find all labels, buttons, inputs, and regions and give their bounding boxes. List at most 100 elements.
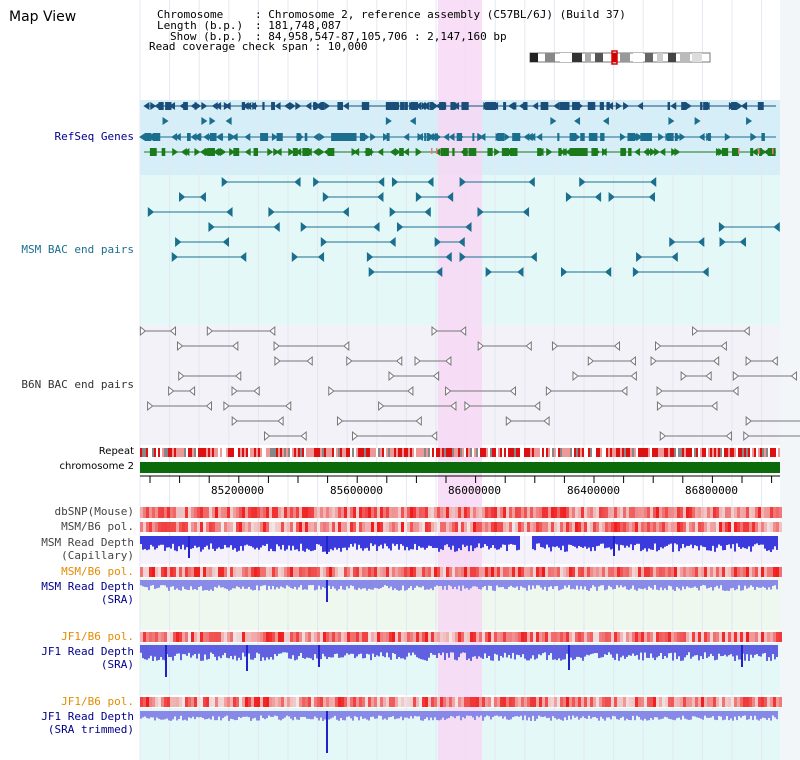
polymorphism-cell (557, 522, 560, 532)
polymorphism-cell (662, 697, 665, 707)
track-label-refseq[interactable]: RefSeq Genes (54, 130, 134, 143)
polymorphism-cell (188, 697, 191, 707)
read-depth-bar (380, 580, 382, 589)
polymorphism-cell (209, 567, 212, 577)
gene-arrow (658, 133, 665, 141)
track-label-msm-depth-capillary[interactable]: MSM Read Depth (41, 536, 134, 549)
read-depth-bar (574, 645, 576, 660)
track-label-repeat[interactable]: Repeat (98, 446, 134, 457)
bac-end-arrow (649, 176, 657, 188)
polymorphism-cell (278, 632, 281, 642)
polymorphism-cell (494, 522, 497, 532)
polymorphism-cell (368, 507, 371, 518)
polymorphism-cell (698, 632, 701, 642)
track-label-dbsnp[interactable]: dbSNP(Mouse) (54, 505, 134, 518)
track-label-chromosome[interactable]: chromosome 2 (59, 461, 134, 472)
read-depth-bar (636, 645, 638, 656)
repeat-segment (428, 448, 430, 457)
read-depth-bar (262, 711, 264, 718)
read-depth-bar (460, 645, 462, 654)
track-label-msm-bac[interactable]: MSM BAC end pairs (21, 243, 134, 256)
repeat-segment (184, 448, 186, 457)
read-depth-bar (642, 711, 644, 721)
read-depth-bar (176, 711, 178, 721)
track-label-jf1-depth-trimmed[interactable]: JF1 Read Depth (41, 710, 134, 723)
read-depth-bar (444, 580, 446, 587)
polymorphism-cell (689, 697, 692, 707)
gene-exon (588, 133, 592, 141)
read-depth-bar (308, 711, 310, 719)
bac-end-arrow (530, 251, 537, 263)
polymorphism-cell (185, 522, 188, 532)
polymorphism-cell (386, 522, 389, 532)
track-label-b6n-bac[interactable]: B6N BAC end pairs (21, 378, 134, 391)
read-depth-bar (642, 580, 644, 590)
read-depth-bar (556, 536, 558, 547)
read-depth-bar (246, 536, 248, 545)
track-label-msm-b6-pol-1[interactable]: MSM/B6 pol. (61, 520, 134, 533)
read-depth-bar (338, 711, 340, 721)
polymorphism-cell (749, 567, 752, 577)
read-depth-bar (334, 580, 336, 589)
polymorphism-cell (728, 522, 731, 532)
track-label-jf1-b6-pol-2[interactable]: JF1/B6 pol. (61, 695, 134, 708)
polymorphism-cell (296, 567, 299, 577)
repeat-segment (516, 448, 518, 457)
repeat-segment (774, 448, 776, 457)
track-label-msm-b6-pol-2[interactable]: MSM/B6 pol. (61, 565, 134, 578)
read-depth-bar (668, 536, 670, 545)
read-depth-bar (238, 536, 240, 551)
read-depth-bar (728, 536, 730, 545)
read-depth-bar (160, 645, 162, 657)
bac-end-arrow (790, 370, 797, 382)
polymorphism-cell (671, 632, 674, 642)
repeat-segment (392, 448, 394, 457)
polymorphism-cell (260, 522, 263, 532)
read-depth-bar (752, 645, 754, 658)
read-depth-bar (182, 711, 184, 721)
read-depth-bar (528, 645, 530, 661)
polymorphism-cell (740, 632, 743, 642)
gene-arrow (553, 102, 560, 110)
polymorphism-cell (158, 567, 161, 577)
polymorphism-cell (578, 507, 581, 518)
read-depth-bar (474, 645, 476, 657)
polymorphism-cell (407, 507, 410, 518)
polymorphism-cell (422, 632, 425, 642)
read-depth-bar (684, 711, 686, 719)
read-depth-bar (652, 580, 654, 590)
polymorphism-cell (209, 522, 212, 532)
repeat-segment (604, 448, 606, 457)
polymorphism-cell (407, 632, 410, 642)
read-depth-bar (770, 580, 772, 590)
polymorphism-cell (650, 507, 653, 518)
repeat-segment (216, 448, 218, 457)
polymorphism-cell (518, 632, 521, 642)
read-depth-bar (774, 580, 776, 586)
bac-end-arrow (188, 385, 196, 397)
polymorphism-cell (764, 697, 767, 707)
polymorphism-cell (377, 507, 380, 518)
polymorphism-cell (425, 522, 428, 532)
track-label-jf1-b6-pol-1[interactable]: JF1/B6 pol. (61, 630, 134, 643)
read-depth-bar (166, 536, 168, 548)
gene-arrow (637, 102, 644, 110)
read-depth-bar (726, 536, 728, 546)
track-label-msm-depth-sra[interactable]: MSM Read Depth (41, 580, 134, 593)
read-depth-bar (308, 580, 310, 586)
gene-exon (466, 102, 469, 110)
read-depth-bar (684, 536, 686, 548)
polymorphism-cell (524, 522, 527, 532)
polymorphism-cell (566, 507, 569, 518)
bac-end-arrow (366, 251, 374, 263)
read-depth-bar (234, 645, 236, 656)
polymorphism-cell (242, 522, 245, 532)
read-depth-bar (714, 711, 716, 720)
polymorphism-cell (191, 632, 194, 642)
read-depth-bar (574, 580, 576, 590)
repeat-segment (744, 448, 746, 457)
track-label-jf1-depth-sra[interactable]: JF1 Read Depth (41, 645, 134, 658)
polymorphism-cell (296, 522, 299, 532)
read-depth-bar (736, 711, 738, 721)
